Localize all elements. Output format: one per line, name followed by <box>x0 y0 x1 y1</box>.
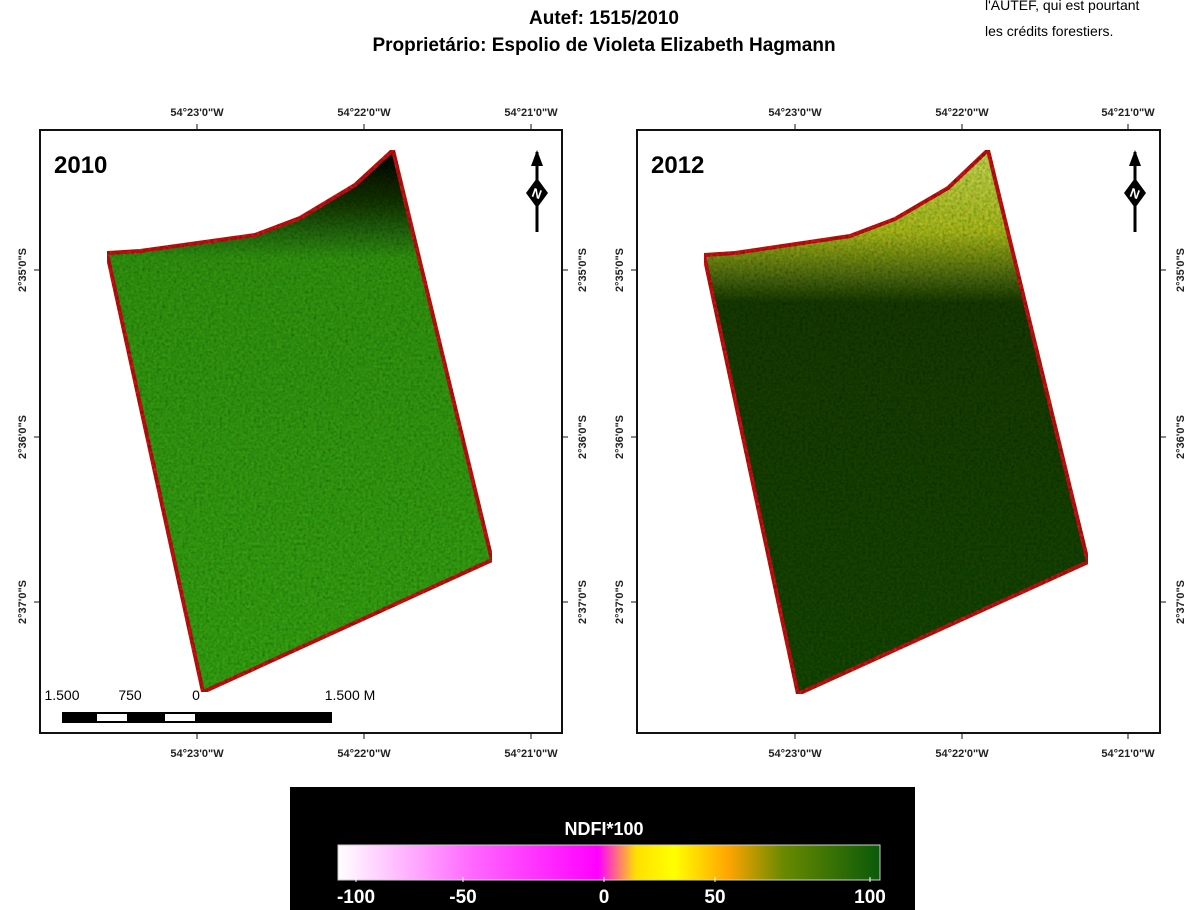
title: Autef: 1515/2010 <box>529 8 679 29</box>
x-coord-label: 54°21'0"W <box>504 748 558 760</box>
north-arrow-head <box>1129 150 1141 166</box>
north-diamond <box>1124 178 1146 208</box>
y-coord-label: 2°37'0"S <box>17 580 29 624</box>
x-coord-label: 54°21'0"W <box>1101 107 1155 119</box>
y-coord-label: 2°35'0"S <box>577 248 589 292</box>
side-text: les crédits forestiers. <box>985 23 1113 39</box>
legend-tick-label: 0 <box>599 887 610 908</box>
x-coord-label: 54°23'0"W <box>768 748 822 760</box>
x-coord-label: 54°23'0"W <box>768 107 822 119</box>
scale-label: 1.500 <box>44 687 79 703</box>
side-text: l'AUTEF, qui est pourtant <box>985 0 1140 13</box>
x-coord-label: 54°21'0"W <box>1101 748 1155 760</box>
parcel-2010 <box>104 146 495 695</box>
legend-tick-label: 100 <box>854 887 886 908</box>
x-coord-label: 54°22'0"W <box>337 748 391 760</box>
subtitle: Proprietário: Espolio de Violeta Elizabe… <box>372 35 835 56</box>
x-coord-label: 54°22'0"W <box>337 107 391 119</box>
y-coord-label: 2°37'0"S <box>614 580 626 624</box>
legend-tick-label: 50 <box>704 887 725 908</box>
scale-bar <box>62 712 332 723</box>
legend-title: NDFI*100 <box>564 819 643 839</box>
y-coord-label: 2°36'0"S <box>577 415 589 459</box>
x-coord-label: 54°22'0"W <box>935 748 989 760</box>
y-coord-label: 2°37'0"S <box>1175 580 1184 624</box>
scale-bar-segment <box>97 714 127 721</box>
parcel-2012 <box>701 146 1091 697</box>
panel-year: 2012 <box>651 152 704 179</box>
y-coord-label: 2°36'0"S <box>17 415 29 459</box>
x-coord-label: 54°22'0"W <box>935 107 989 119</box>
y-coord-label: 2°35'0"S <box>17 248 29 292</box>
scale-label: 1.500 M <box>325 687 376 703</box>
north-arrow-head <box>531 150 543 166</box>
y-coord-label: 2°35'0"S <box>1175 248 1184 292</box>
color-ramp <box>337 844 881 881</box>
y-coord-label: 2°36'0"S <box>614 415 626 459</box>
panel-year: 2010 <box>54 152 107 179</box>
scale-label: 0 <box>192 687 200 703</box>
x-coord-label: 54°21'0"W <box>504 107 558 119</box>
scale-label: 750 <box>118 687 142 703</box>
y-coord-label: 2°37'0"S <box>577 580 589 624</box>
x-coord-label: 54°23'0"W <box>170 748 224 760</box>
y-coord-label: 2°35'0"S <box>614 248 626 292</box>
y-coord-label: 2°36'0"S <box>1175 415 1184 459</box>
legend-tick-label: -100 <box>337 887 375 908</box>
scale-bar-segment <box>165 714 195 721</box>
legend-tick-label: -50 <box>449 887 476 908</box>
north-diamond <box>526 178 548 208</box>
x-coord-label: 54°23'0"W <box>170 107 224 119</box>
